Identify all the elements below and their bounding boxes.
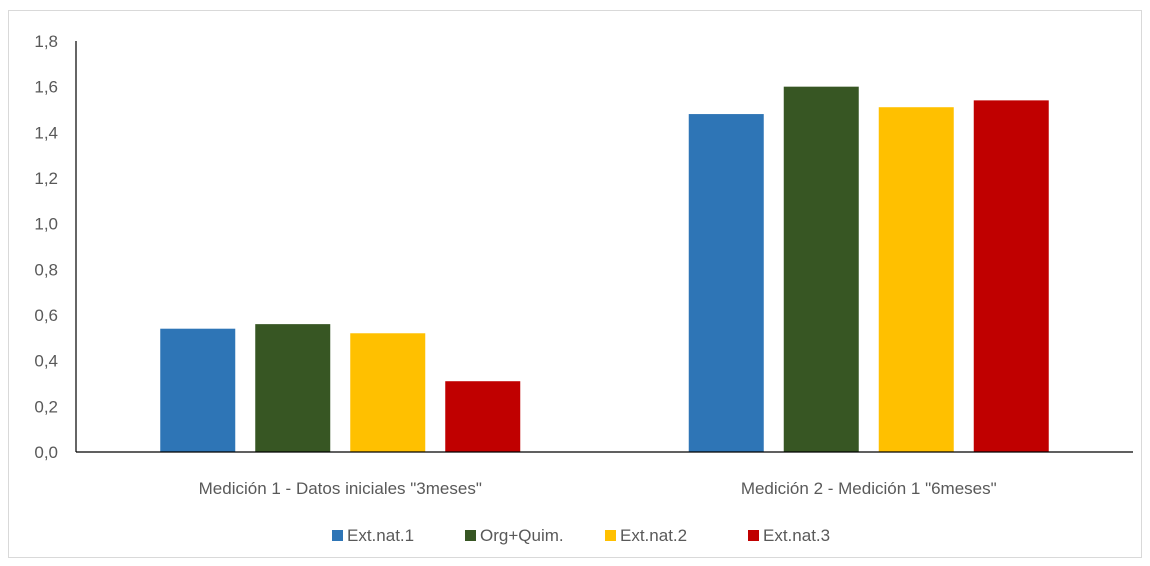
bar-ext-nat-2-1 [350, 333, 426, 452]
bar-ext-nat-3-1 [445, 381, 521, 452]
y-tick-label: 1,6 [34, 78, 58, 97]
legend-swatch [605, 530, 616, 541]
y-tick-label: 1,4 [34, 123, 58, 142]
y-tick-label: 0,6 [34, 306, 58, 325]
y-axis-tick-labels: 0,0 0,2 0,4 0,6 0,8 1,0 1,2 1,4 1,6 1,8 [34, 32, 58, 462]
y-tick-label: 0,4 [34, 352, 58, 371]
legend-label: Ext.nat.2 [620, 526, 687, 545]
axes [75, 41, 1133, 453]
y-tick-label: 1,8 [34, 32, 58, 51]
bar-org-quim--1 [255, 324, 331, 452]
legend-swatch [332, 530, 343, 541]
y-tick-label: 1,2 [34, 169, 58, 188]
y-tick-label: 0,0 [34, 443, 58, 462]
bar-ext-nat-2-2 [878, 107, 954, 452]
category-labels: Medición 1 - Datos iniciales "3meses" Med… [199, 479, 997, 498]
bar-ext-nat-1-1 [160, 328, 236, 452]
bar-ext-nat-3-2 [973, 100, 1049, 452]
bar-ext-nat-1-2 [688, 114, 764, 453]
legend-label: Ext.nat.3 [763, 526, 830, 545]
y-tick-label: 0,8 [34, 260, 58, 279]
x-category-label: Medición 2 - Medición 1 "6meses" [741, 479, 997, 498]
legend-label: Ext.nat.1 [347, 526, 414, 545]
legend-swatch [748, 530, 759, 541]
bar-org-quim--2 [783, 86, 859, 453]
bars [160, 86, 1049, 453]
legend-swatch [465, 530, 476, 541]
x-category-label: Medición 1 - Datos iniciales "3meses" [199, 479, 482, 498]
legend: Ext.nat.1 Org+Quim. Ext.nat.2 Ext.nat.3 [332, 526, 830, 545]
legend-label: Org+Quim. [480, 526, 564, 545]
y-tick-label: 0,2 [34, 397, 58, 416]
y-tick-label: 1,0 [34, 215, 58, 234]
